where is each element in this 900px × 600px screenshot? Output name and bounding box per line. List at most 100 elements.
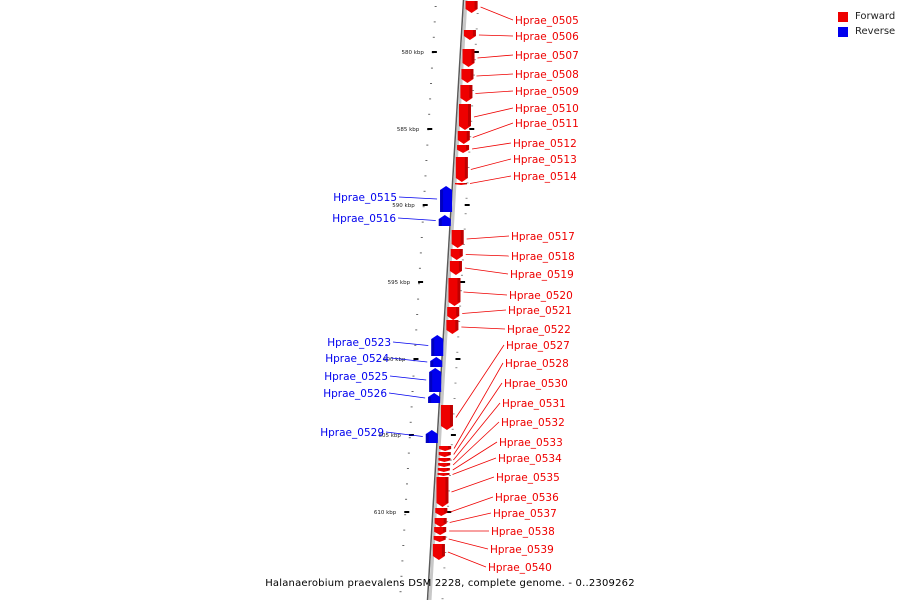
gene-label[interactable]: Hprae_0523 — [327, 337, 391, 349]
leader-line — [390, 357, 428, 363]
gene-label[interactable]: Hprae_0534 — [498, 453, 562, 465]
gene-label[interactable]: Hprae_0536 — [495, 492, 559, 504]
gene-glyph-shade — [425, 434, 429, 443]
gene-hprae_0507[interactable] — [462, 49, 475, 67]
gene-hprae_0530[interactable] — [438, 452, 451, 457]
gene-hprae_0506[interactable] — [463, 30, 476, 40]
gene-label[interactable]: Hprae_0517 — [511, 231, 575, 243]
minor-tick-left — [433, 21, 436, 23]
gene-label[interactable]: Hprae_0535 — [496, 472, 560, 484]
gene-hprae_0508[interactable] — [461, 69, 474, 83]
gene-label[interactable]: Hprae_0518 — [511, 251, 575, 263]
gene-hprae_0516[interactable] — [438, 215, 451, 226]
gene-label[interactable]: Hprae_0516 — [332, 213, 396, 225]
gene-hprae_0538[interactable] — [434, 527, 447, 535]
gene-hprae_0518[interactable] — [450, 249, 463, 260]
gene-label[interactable]: Hprae_0515 — [333, 192, 397, 204]
gene-hprae_0514[interactable] — [454, 183, 467, 185]
gene-hprae_0524[interactable] — [430, 357, 443, 367]
gene-hprae_0527[interactable] — [440, 405, 453, 430]
gene-hprae_0510[interactable] — [458, 104, 471, 130]
gene-label[interactable]: Hprae_0524 — [325, 353, 389, 365]
gene-hprae_0537[interactable] — [434, 518, 447, 527]
gene-label[interactable]: Hprae_0525 — [324, 371, 388, 383]
leader-line — [475, 90, 514, 94]
minor-tick-left — [411, 391, 414, 392]
gene-label[interactable]: Hprae_0526 — [323, 388, 387, 400]
gene-label[interactable]: Hprae_0530 — [504, 378, 568, 390]
gene-glyph-shade — [457, 278, 461, 302]
legend-swatch-forward — [838, 11, 848, 22]
minor-tick-right — [464, 213, 467, 215]
gene-label[interactable]: Hprae_0538 — [491, 526, 555, 538]
leader-line — [385, 431, 423, 437]
gene-glyph-shade — [467, 104, 471, 126]
gene-label[interactable]: Hprae_0539 — [490, 544, 554, 556]
gene-glyph-shade — [464, 157, 468, 178]
gene-hprae_0528[interactable] — [439, 446, 452, 451]
gene-label[interactable]: Hprae_0506 — [515, 31, 579, 43]
gene-label[interactable]: Hprae_0533 — [499, 437, 563, 449]
gene-label[interactable]: Hprae_0520 — [509, 290, 573, 302]
gene-label[interactable]: Hprae_0540 — [488, 562, 552, 574]
minor-tick-left — [422, 206, 425, 208]
leader-line — [453, 362, 504, 449]
gene-glyph-shade — [447, 458, 451, 461]
gene-label[interactable]: Hprae_0519 — [510, 269, 574, 281]
gene-glyph-shade — [463, 183, 467, 185]
gene-hprae_0515[interactable] — [440, 186, 453, 212]
gene-label[interactable]: Hprae_0529 — [320, 427, 384, 439]
gene-label[interactable]: Hprae_0507 — [515, 50, 579, 62]
gene-label[interactable]: Hprae_0514 — [513, 171, 577, 183]
gene-hprae_0539[interactable] — [433, 536, 446, 542]
gene-label[interactable]: Hprae_0508 — [515, 69, 579, 81]
gene-hprae_0520[interactable] — [448, 278, 461, 306]
gene-label[interactable]: Hprae_0510 — [515, 103, 579, 115]
gene-label[interactable]: Hprae_0505 — [515, 15, 579, 27]
gene-hprae_0525[interactable] — [429, 368, 442, 392]
gene-label[interactable]: Hprae_0512 — [513, 138, 577, 150]
gene-hprae_0532[interactable] — [438, 463, 451, 467]
minor-tick-left — [424, 175, 427, 177]
minor-tick-left — [403, 529, 406, 531]
gene-label[interactable]: Hprae_0522 — [507, 324, 571, 336]
gene-label[interactable]: Hprae_0537 — [493, 508, 557, 520]
major-tick — [413, 358, 419, 360]
minor-tick-right — [472, 90, 475, 91]
gene-label[interactable]: Hprae_0521 — [508, 305, 572, 317]
gene-hprae_0523[interactable] — [431, 335, 444, 356]
gene-label[interactable]: Hprae_0513 — [513, 154, 577, 166]
minor-tick-right — [474, 43, 477, 45]
minor-tick-right — [453, 398, 456, 399]
gene-label[interactable]: Hprae_0509 — [515, 86, 579, 98]
gene-hprae_0526[interactable] — [428, 393, 441, 403]
gene-hprae_0505[interactable] — [465, 1, 478, 13]
gene-label[interactable]: Hprae_0527 — [506, 340, 570, 352]
minor-tick-right — [461, 259, 464, 261]
leader-line — [452, 457, 497, 475]
gene-hprae_0535[interactable] — [436, 477, 449, 507]
minor-tick-left — [404, 514, 407, 516]
gene-label[interactable]: Hprae_0528 — [505, 358, 569, 370]
gene-label[interactable]: Hprae_0532 — [501, 417, 565, 429]
gene-hprae_0519[interactable] — [449, 261, 462, 275]
gene-label[interactable]: Hprae_0511 — [515, 118, 579, 130]
minor-tick-left — [417, 298, 420, 300]
gene-hprae_0511[interactable] — [457, 131, 470, 144]
major-tick-right — [460, 281, 466, 283]
gene-hprae_0521[interactable] — [447, 307, 460, 320]
gene-hprae_0522[interactable] — [446, 320, 459, 334]
gene-hprae_0533[interactable] — [437, 468, 450, 472]
gene-hprae_0531[interactable] — [438, 458, 451, 462]
gene-hprae_0540[interactable] — [432, 544, 445, 560]
ruler-ticks — [399, 6, 479, 600]
gene-hprae_0512[interactable] — [457, 145, 470, 153]
minor-tick-left — [418, 267, 421, 269]
gene-hprae_0534[interactable] — [437, 473, 450, 476]
gene-hprae_0517[interactable] — [451, 230, 464, 248]
gene-hprae_0509[interactable] — [460, 85, 473, 102]
gene-hprae_0536[interactable] — [435, 508, 448, 516]
gene-hprae_0529[interactable] — [425, 430, 438, 443]
gene-label[interactable]: Hprae_0531 — [502, 398, 566, 410]
gene-hprae_0513[interactable] — [455, 157, 468, 182]
